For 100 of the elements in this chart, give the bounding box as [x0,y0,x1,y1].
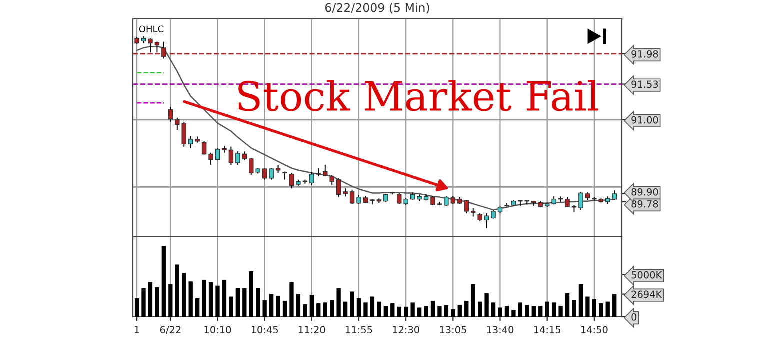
bar [343,302,348,317]
bar [518,302,523,317]
x-tick-label: 13:05 [440,326,466,334]
bar [155,288,160,317]
bar [438,306,442,317]
bar [599,304,604,317]
bar [606,302,610,317]
bar [256,288,260,317]
bar [229,296,234,317]
bar [612,294,617,317]
bar [471,284,476,317]
bar [498,308,502,317]
candlestick [396,192,402,205]
bar [182,273,186,317]
candlestick [484,212,490,229]
bar [478,302,482,317]
x-tick-label: 12:30 [393,326,420,334]
bar [572,300,576,317]
y-tick-label: 91.53 [632,80,658,88]
candlestick [208,152,214,166]
bar [282,301,288,317]
bar [444,305,449,317]
bar [390,304,395,317]
bar [134,298,140,317]
candlestick [175,117,180,131]
candlestick [249,158,254,176]
bar [175,264,180,317]
bar [525,305,530,317]
x-tick-label: 14:15 [534,326,560,334]
bar [336,288,341,317]
candlestick [612,190,617,200]
x-tick-label: 13:40 [487,326,514,334]
bar [249,272,254,317]
bar [296,294,301,317]
bar [242,288,247,317]
bar [545,302,550,317]
bar [330,300,334,317]
bar [512,310,516,317]
x-tick-label: 10:10 [204,326,232,334]
bar [350,292,354,317]
y-tick-label: 89.90 [632,188,658,196]
candlestick [168,106,174,122]
bar [142,288,146,317]
bar [310,295,314,317]
bar [586,296,590,317]
bar [484,293,489,317]
bar [504,306,510,317]
x-tick-label: 11:20 [298,326,326,334]
bar [188,282,193,317]
bar [558,306,563,317]
bar [532,306,536,317]
candlestick [215,148,220,161]
bar [148,282,153,317]
bar [222,280,227,317]
bar [162,246,166,317]
bar [323,302,328,317]
bar [464,301,469,317]
candlestick [565,196,570,208]
candlestick [148,38,153,54]
bar [303,304,308,317]
bar [262,300,267,317]
bar [410,302,415,317]
candlestick [578,191,584,211]
y-tick-label: 91.00 [632,116,658,124]
candlestick [430,195,436,206]
bar [370,296,375,317]
bar [451,309,456,317]
bar [404,306,408,317]
bar [364,302,368,317]
x-tick-label: 6/22 [160,326,181,334]
bar [578,284,584,317]
bar [397,306,402,317]
candlestick [289,172,294,190]
candlestick [330,174,334,186]
candlestick [228,146,234,166]
bar [384,306,388,317]
bar [168,284,173,317]
bar [417,308,422,317]
bar [491,302,496,317]
candlestick [444,195,449,207]
bar [377,302,382,317]
x-tick-label: 10:45 [252,326,278,334]
bar [208,282,214,317]
chart-title: 6/22/2009 (5 Min) [325,3,430,14]
candlestick [162,41,166,60]
annotation: Stock Market Fail [238,80,599,112]
bar [195,298,200,317]
bar [430,301,436,317]
bar [276,296,280,317]
candlestick [202,140,207,156]
y-tick-label: 91.98 [632,50,658,58]
bar [236,288,240,317]
bar [458,305,462,317]
annotation: OHLC [139,26,164,33]
candlestick [336,178,342,198]
bar [290,282,294,317]
bar [538,306,543,317]
x-tick-label: 14:50 [581,326,608,334]
candlestick [464,200,469,214]
candlestick [282,171,288,180]
